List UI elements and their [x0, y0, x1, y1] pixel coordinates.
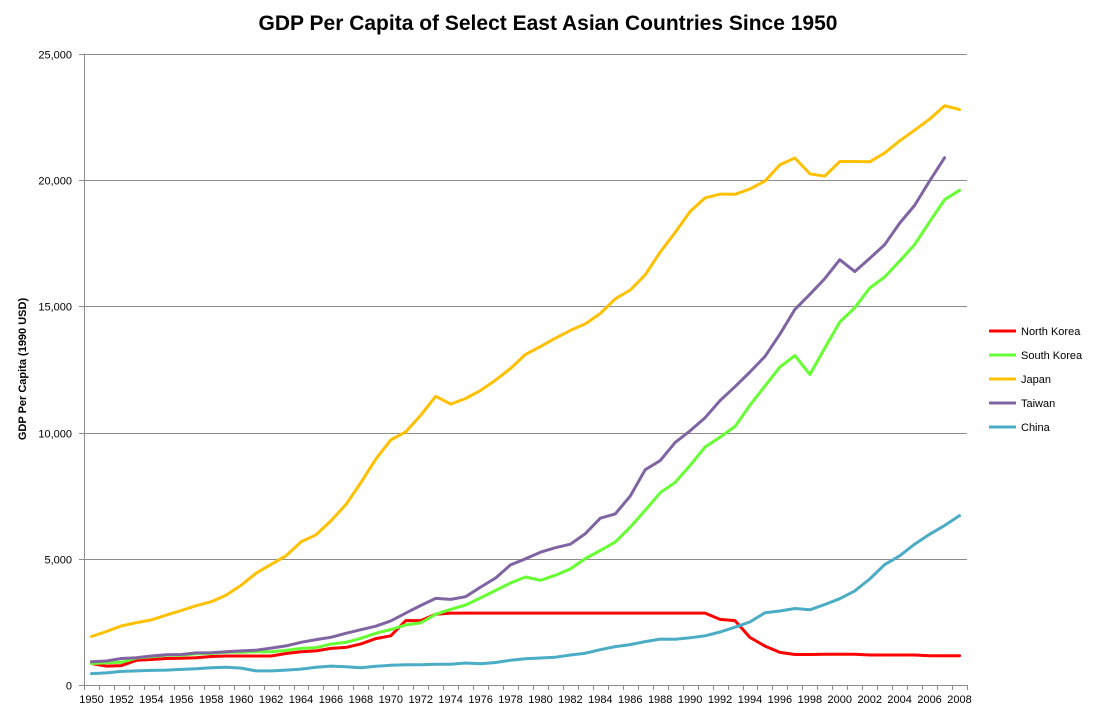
x-tick-label: 1974: [438, 694, 462, 706]
x-tick-label: 1950: [79, 694, 103, 706]
series-line-south-korea: [90, 188, 961, 665]
x-tick-label: 1960: [229, 694, 253, 706]
series-line-taiwan: [90, 156, 947, 664]
x-tick-label: 1984: [588, 694, 612, 706]
x-tick-label: 1990: [678, 694, 702, 706]
y-axis: 0 5,000 10,000 15,000 20,000 25,000: [38, 50, 85, 693]
x-tick-label: 1980: [528, 694, 552, 706]
y-tick-label: 15,000: [38, 302, 72, 314]
y-tick-label: 0: [66, 681, 72, 693]
series-line-china: [90, 514, 961, 676]
legend-label-north-korea: North Korea: [1021, 326, 1081, 338]
legend: North Korea South Korea Japan Taiwan China: [989, 326, 1083, 434]
x-tick-label: 1966: [319, 694, 343, 706]
plot-area: [90, 104, 961, 676]
x-tick-label: 1998: [798, 694, 822, 706]
x-tick-label: 1968: [349, 694, 373, 706]
x-tick-label: 1952: [109, 694, 133, 706]
x-tick-label: 2004: [887, 694, 911, 706]
series-line-japan: [90, 104, 961, 638]
y-tick-label: 20,000: [38, 176, 72, 188]
chart-title: GDP Per Capita of Select East Asian Coun…: [259, 12, 838, 35]
x-tick-label: 1954: [139, 694, 163, 706]
legend-label-south-korea: South Korea: [1021, 350, 1083, 362]
y-axis-title: GDP Per Capita (1990 USD): [17, 298, 29, 441]
series-line-north-korea: [90, 611, 961, 668]
x-tick-label: 2002: [857, 694, 881, 706]
x-tick-label: 1988: [648, 694, 672, 706]
y-tick-label: 5,000: [44, 555, 72, 567]
y-tick-label: 10,000: [38, 429, 72, 441]
x-tick-label: 1962: [259, 694, 283, 706]
x-tick-label: 1996: [768, 694, 792, 706]
x-tick-label: 1986: [618, 694, 642, 706]
y-tick-label: 25,000: [38, 50, 72, 62]
x-tick-label: 2000: [828, 694, 852, 706]
x-tick-label: 1978: [498, 694, 522, 706]
x-tick-label: 1992: [708, 694, 732, 706]
x-tick-label: 2006: [917, 694, 941, 706]
x-tick-label: 1964: [289, 694, 313, 706]
x-tick-label: 1958: [199, 694, 223, 706]
legend-label-taiwan: Taiwan: [1021, 398, 1055, 410]
x-tick-label: 1994: [738, 694, 762, 706]
x-axis: 1950 1952 1954 1956 1958 1960 1962 1964 1966 1968…: [79, 685, 972, 706]
x-tick-label: 1970: [379, 694, 403, 706]
x-tick-label: 1972: [408, 694, 432, 706]
x-tick-label: 1976: [468, 694, 492, 706]
x-tick-label: 1982: [558, 694, 582, 706]
x-tick-label: 1956: [169, 694, 193, 706]
legend-label-china: China: [1021, 422, 1051, 434]
gridlines: [84, 54, 967, 560]
x-tick-label: 2008: [947, 694, 971, 706]
legend-label-japan: Japan: [1021, 374, 1051, 386]
